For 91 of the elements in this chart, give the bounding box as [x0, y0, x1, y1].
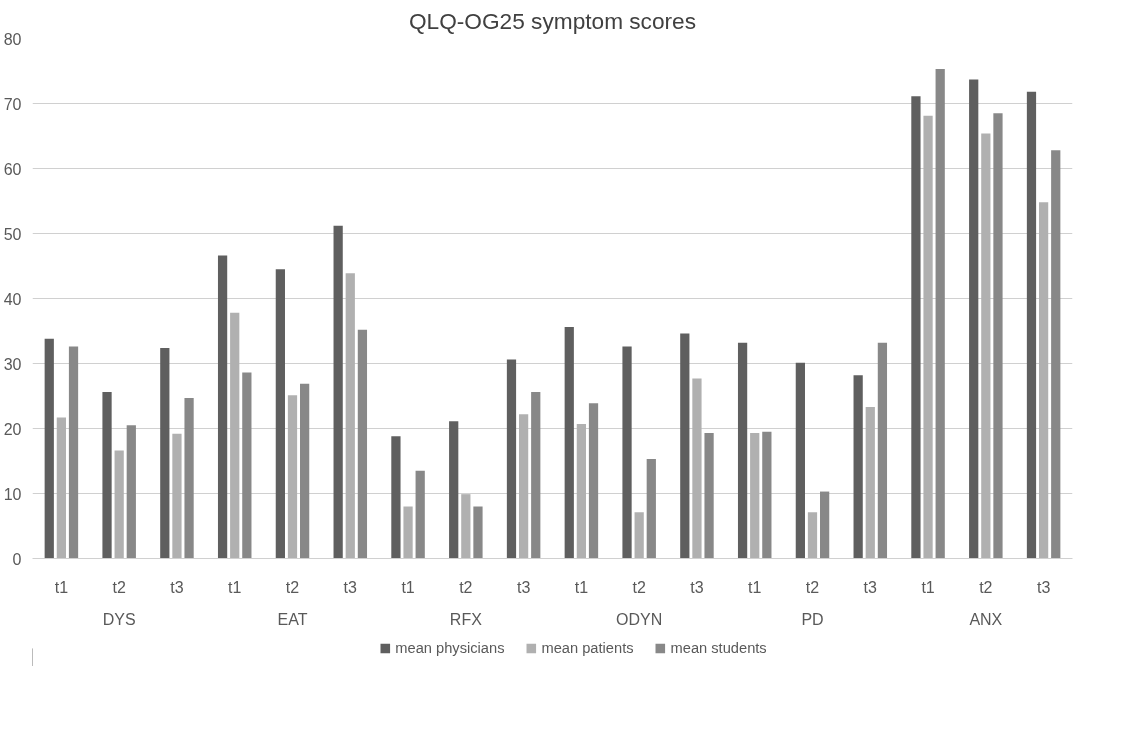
text: ANX [969, 610, 1003, 628]
x-tick-label: t3 [690, 578, 704, 596]
bar [242, 372, 252, 559]
x-tick-label: t3 [516, 578, 531, 596]
x-tick-label: t1 [228, 578, 242, 596]
x-tick-label: t2 [979, 578, 993, 596]
x-tick-label: t1 [748, 578, 762, 596]
x-tick-label: t1 [574, 578, 589, 596]
bar [993, 113, 1003, 559]
y-tick-label: 0 [12, 550, 22, 568]
bar [807, 512, 818, 559]
bar [287, 395, 298, 559]
legend-label: mean students [670, 640, 767, 656]
y-tick-label: 60 [3, 160, 22, 178]
y-tick-label: 20 [3, 420, 22, 438]
x-tick-label: t1 [54, 578, 69, 596]
bar [865, 407, 875, 559]
bar [820, 491, 830, 559]
bar [911, 96, 921, 559]
x-tick-label: t2 [459, 578, 473, 596]
bar [622, 346, 632, 559]
bar [403, 506, 413, 559]
bar [531, 392, 541, 559]
bar [588, 403, 599, 559]
bar [750, 433, 760, 559]
bar [102, 392, 112, 559]
bar [1038, 202, 1049, 559]
bar [172, 433, 182, 559]
bar [704, 433, 714, 559]
bar [646, 459, 656, 559]
bar [634, 512, 644, 559]
text: ODYN [616, 610, 663, 628]
chart-title: QLQ-OG25 symptom scores [408, 7, 697, 34]
y-tick-label: 80 [3, 30, 22, 48]
bar [300, 383, 310, 559]
bar [357, 329, 368, 559]
x-tick-label: t2 [285, 578, 300, 596]
bar [345, 273, 355, 559]
bar [506, 359, 517, 559]
bar [923, 115, 933, 559]
text: PD [801, 610, 824, 628]
y-tick-label: 10 [3, 485, 22, 503]
bar [576, 423, 587, 559]
x-tick-label: t3 [1036, 578, 1051, 596]
bar [1026, 91, 1037, 559]
y-tick-label: 70 [3, 95, 22, 113]
y-tick-label: 30 [3, 355, 22, 373]
text: RFX [449, 610, 483, 628]
bar [184, 397, 194, 559]
bar [853, 375, 863, 559]
bar [518, 414, 529, 559]
text: EAT [277, 610, 308, 628]
x-tick-label: t3 [343, 578, 358, 596]
bar [415, 470, 425, 559]
bar [160, 347, 170, 559]
bar [230, 312, 240, 559]
bar [44, 338, 54, 559]
bar [461, 494, 471, 559]
legend-label: mean physicians [395, 640, 505, 656]
bar [564, 327, 574, 559]
bar [680, 333, 690, 559]
x-tick-label: t2 [805, 578, 820, 596]
text: DYS [102, 610, 136, 628]
bar [969, 79, 979, 559]
bar [391, 436, 401, 559]
x-tick-label: t3 [170, 578, 184, 596]
legend-label: mean patients [541, 640, 634, 656]
bar [692, 378, 702, 559]
y-tick-label: 50 [3, 225, 22, 243]
bar [126, 425, 136, 559]
x-tick-label: t2 [632, 578, 646, 596]
bar [981, 133, 991, 559]
bar [333, 225, 343, 559]
bar [56, 417, 67, 559]
bar [449, 421, 459, 559]
bar [935, 69, 945, 559]
x-tick-label: t2 [112, 578, 126, 596]
bar [275, 269, 285, 559]
x-tick-label: t3 [863, 578, 878, 596]
bar [1051, 150, 1061, 559]
bar [877, 342, 888, 559]
y-tick-label: 40 [3, 290, 22, 308]
bar [217, 255, 228, 559]
x-tick-label: t1 [401, 578, 415, 596]
bar [762, 431, 772, 559]
bar [68, 346, 79, 559]
bar [795, 362, 805, 559]
bar [114, 450, 124, 559]
bar [473, 506, 483, 559]
x-tick-label: t1 [921, 578, 935, 596]
bar [737, 342, 748, 559]
